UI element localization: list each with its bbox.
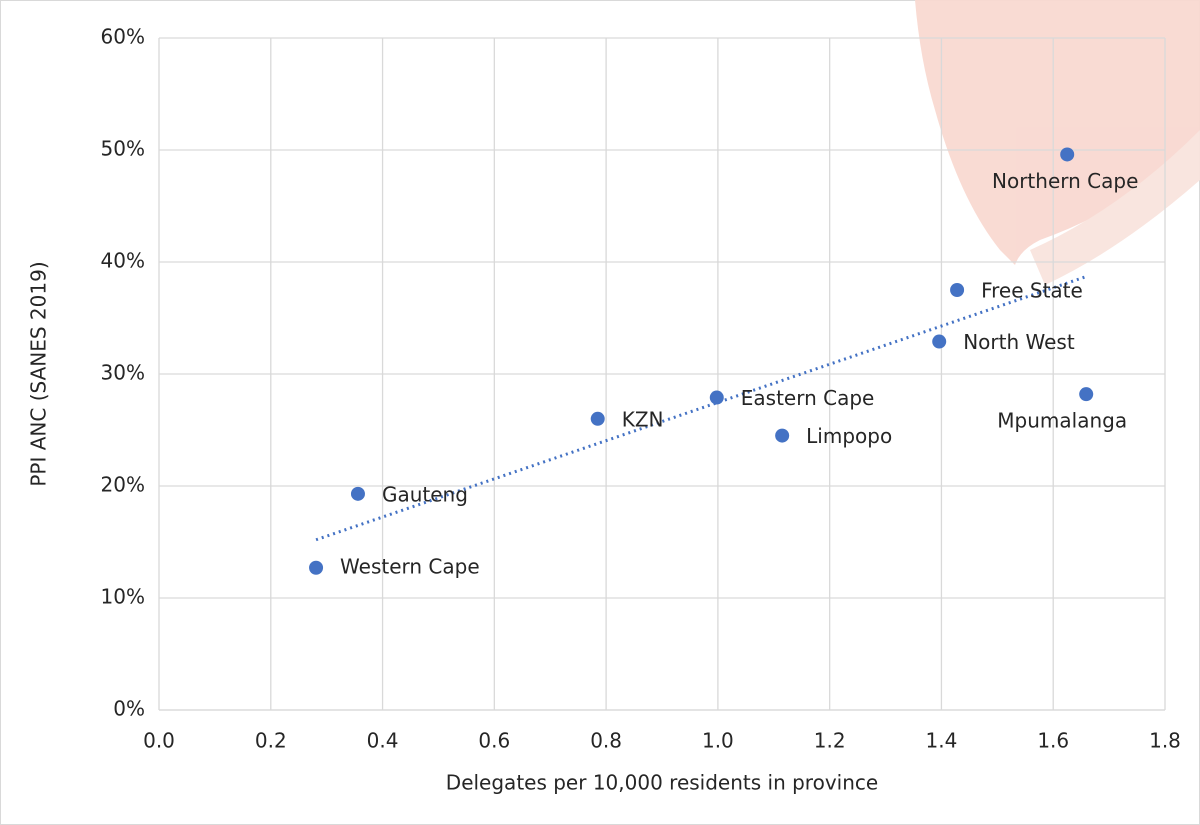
data-point: [350, 486, 365, 501]
point-label: Eastern Cape: [741, 386, 875, 410]
data-point: [309, 560, 324, 575]
data-point: [709, 390, 724, 405]
point-label: Western Cape: [340, 554, 480, 578]
y-tick-label: 10%: [101, 585, 145, 609]
point-label: Gauteng: [382, 482, 468, 506]
x-tick-label: 0.4: [367, 729, 399, 753]
y-tick-label: 40%: [101, 249, 145, 273]
x-tick-label: 0.0: [143, 729, 175, 753]
point-label: KZN: [622, 407, 664, 431]
y-tick-label: 50%: [101, 137, 145, 161]
data-point: [932, 334, 947, 349]
x-tick-label: 1.6: [1037, 729, 1069, 753]
x-tick-label: 0.2: [255, 729, 287, 753]
x-tick-label: 0.6: [478, 729, 510, 753]
data-point: [590, 411, 605, 426]
x-tick-label: 1.0: [702, 729, 734, 753]
data-point: [775, 428, 790, 443]
y-tick-label: 30%: [101, 361, 145, 385]
point-label: Limpopo: [806, 424, 892, 448]
watermark: [915, 0, 1200, 285]
point-label: Northern Cape: [992, 169, 1138, 193]
point-label: Free State: [981, 279, 1083, 303]
x-tick-label: 1.2: [814, 729, 846, 753]
x-tick-label: 1.4: [926, 729, 958, 753]
point-label: North West: [963, 330, 1075, 354]
y-tick-label: 60%: [101, 25, 145, 49]
x-axis-title: Delegates per 10,000 residents in provin…: [446, 771, 878, 795]
data-point: [950, 283, 965, 297]
x-tick-label: 0.8: [590, 729, 622, 753]
y-axis-title: PPI ANC (SANES 2019): [27, 261, 51, 486]
data-point: [1079, 387, 1094, 402]
x-tick-label: 1.8: [1149, 729, 1181, 753]
y-tick-label: 20%: [101, 473, 145, 497]
data-point: [1060, 147, 1075, 162]
trendline: [315, 275, 1087, 542]
y-tick-label: 0%: [113, 697, 145, 721]
point-label: Mpumalanga: [997, 409, 1127, 433]
